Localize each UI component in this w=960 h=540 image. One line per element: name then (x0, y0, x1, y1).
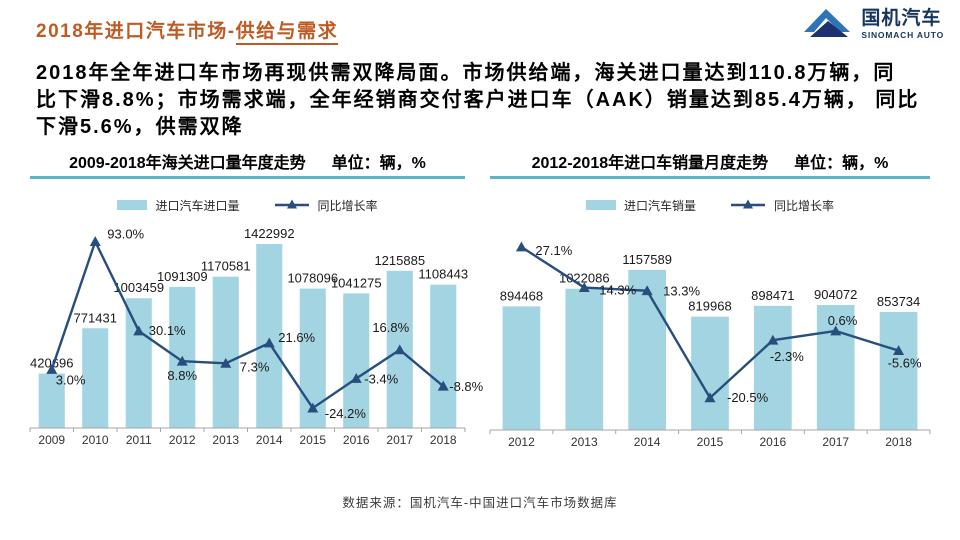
svg-text:2015: 2015 (299, 433, 326, 447)
svg-text:2014: 2014 (256, 433, 283, 447)
svg-text:16.8%: 16.8% (372, 320, 409, 335)
svg-text:2016: 2016 (343, 433, 370, 447)
chart-legend: 进口汽车销量 同比增长率 (490, 195, 930, 215)
summary-text: 2018年全年进口车市场再现供需双降局面。市场供给端，海关进口量达到110.8万… (36, 60, 936, 141)
svg-text:21.6%: 21.6% (278, 330, 315, 345)
page-title: 2018年进口汽车市场-供给与需求 (36, 16, 339, 45)
svg-text:93.0%: 93.0% (107, 227, 144, 242)
svg-text:1022086: 1022086 (559, 271, 610, 286)
svg-text:2016: 2016 (760, 435, 787, 449)
svg-text:2018: 2018 (430, 433, 457, 447)
svg-text:30.1%: 30.1% (149, 323, 186, 338)
svg-text:2011: 2011 (126, 433, 152, 447)
chart-unit-label: 单位：辆，% (331, 155, 426, 172)
svg-text:2015: 2015 (697, 435, 724, 449)
svg-text:7.3%: 7.3% (240, 359, 270, 374)
logo-name: 国机汽车 (861, 8, 942, 29)
svg-text:819968: 819968 (688, 299, 731, 314)
svg-text:853734: 853734 (877, 294, 920, 309)
svg-text:1422992: 1422992 (244, 226, 295, 241)
chart-import-car-sales: 2012-2018年进口车销量月度走势 单位：辆，% 进口汽车销量 同比增长率 … (489, 150, 931, 458)
chart-title: 2012-2018年进口车销量月度走势 单位：辆，% (490, 150, 930, 173)
summary-line: 下滑5.6%，供需双降 (36, 116, 244, 138)
svg-text:2013: 2013 (571, 435, 598, 449)
legend-line-label: 同比增长率 (317, 198, 378, 213)
svg-text:2018: 2018 (885, 435, 912, 449)
svg-text:3.0%: 3.0% (56, 372, 86, 387)
svg-text:1215885: 1215885 (374, 253, 425, 268)
svg-text:13.3%: 13.3% (663, 284, 700, 299)
chart-customs-import-volume: 2009-2018年海关进口量年度走势 单位：辆，% 进口汽车进口量 同比增长率… (29, 150, 484, 458)
svg-text:2013: 2013 (212, 433, 239, 447)
svg-text:-3.4%: -3.4% (364, 372, 398, 387)
page-title-emphasis: 供给与需求 (235, 21, 339, 45)
svg-text:-8.8%: -8.8% (449, 379, 483, 394)
legend-bar-swatch (117, 200, 148, 210)
svg-text:0.6%: 0.6% (828, 313, 858, 328)
svg-text:1003459: 1003459 (113, 280, 164, 295)
logo-subtitle: SINOMACH AUTO (861, 30, 944, 40)
legend-bar-label: 进口汽车销量 (623, 198, 696, 213)
summary-line: 2018年全年进口车市场再现供需双降局面。市场供给端，海关进口量达到110.8万… (36, 62, 896, 84)
svg-text:1078096: 1078096 (287, 271, 338, 286)
svg-text:14.3%: 14.3% (599, 283, 636, 298)
svg-text:904072: 904072 (814, 287, 857, 302)
svg-text:2014: 2014 (634, 435, 661, 449)
svg-text:771431: 771431 (74, 310, 117, 325)
legend-line-label: 同比增长率 (774, 198, 835, 213)
title-rule (30, 176, 465, 179)
chart-legend: 进口汽车进口量 同比增长率 (30, 195, 465, 215)
legend-line-marker-icon (731, 199, 765, 209)
svg-text:2010: 2010 (82, 433, 109, 447)
svg-text:2009: 2009 (38, 433, 65, 447)
svg-text:1157589: 1157589 (622, 252, 672, 267)
logo-text: 国机汽车 SINOMACH AUTO (861, 8, 944, 40)
svg-text:1091309: 1091309 (157, 269, 208, 284)
chart-unit-label: 单位：辆，% (794, 155, 889, 172)
svg-text:8.8%: 8.8% (167, 368, 197, 383)
title-rule (490, 176, 930, 179)
svg-text:-5.6%: -5.6% (888, 356, 922, 371)
svg-text:2012: 2012 (508, 435, 535, 449)
svg-text:-24.2%: -24.2% (325, 406, 367, 421)
plot-area-sales: 894468 1022086 1157589 819968 898471 904072 85… (489, 241, 931, 449)
chart-title: 2009-2018年海关进口量年度走势 单位：辆，% (30, 150, 465, 173)
legend-bar-swatch (585, 200, 616, 210)
summary-line: 比下滑8.8%；市场需求端，全年经销商交付客户进口车（AAK）销量达到85.4万… (36, 89, 920, 111)
data-source: 数据来源：国机汽车-中国进口汽车市场数据库 (342, 496, 618, 510)
chart-title-text: 2012-2018年进口车销量月度走势 (531, 155, 769, 172)
sinomach-logo-icon (804, 9, 851, 37)
svg-text:-2.3%: -2.3% (770, 349, 804, 364)
svg-text:894468: 894468 (500, 288, 543, 303)
chart-title-text: 2009-2018年海关进口量年度走势 (69, 155, 306, 172)
svg-text:2017: 2017 (386, 433, 413, 447)
svg-text:1170581: 1170581 (201, 259, 251, 274)
svg-text:2012: 2012 (169, 433, 196, 447)
svg-text:27.1%: 27.1% (535, 243, 572, 258)
page-title-prefix: 2018年进口汽车市场- (36, 21, 236, 42)
svg-text:1041275: 1041275 (331, 275, 382, 290)
legend-line-marker-icon (274, 199, 309, 209)
legend-bar-label: 进口汽车进口量 (155, 198, 240, 213)
svg-text:-20.5%: -20.5% (727, 390, 769, 405)
logo: 国机汽车 SINOMACH AUTO (801, 5, 944, 43)
svg-text:898471: 898471 (751, 288, 794, 303)
svg-text:1108443: 1108443 (418, 267, 468, 282)
svg-text:420696: 420696 (30, 356, 73, 371)
svg-text:2017: 2017 (822, 435, 849, 449)
